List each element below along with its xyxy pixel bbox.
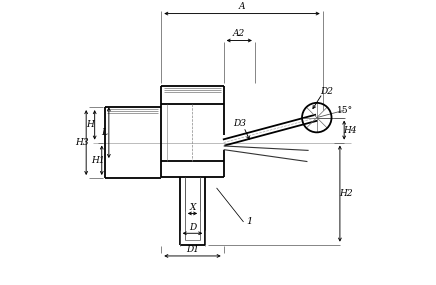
Text: D: D [189,223,196,231]
Text: D2: D2 [320,87,333,96]
Text: H: H [86,120,94,129]
Text: L: L [102,128,108,137]
Text: A: A [239,2,245,11]
Text: 1: 1 [246,217,252,227]
Text: H1: H1 [91,156,104,165]
Text: D1: D1 [186,245,199,254]
Text: H4: H4 [343,126,357,135]
Text: X: X [189,203,196,212]
Text: D3: D3 [233,119,246,128]
Text: H2: H2 [339,189,352,198]
Text: A2: A2 [233,29,245,38]
Text: H3: H3 [75,138,89,147]
Text: 15°: 15° [337,106,353,115]
